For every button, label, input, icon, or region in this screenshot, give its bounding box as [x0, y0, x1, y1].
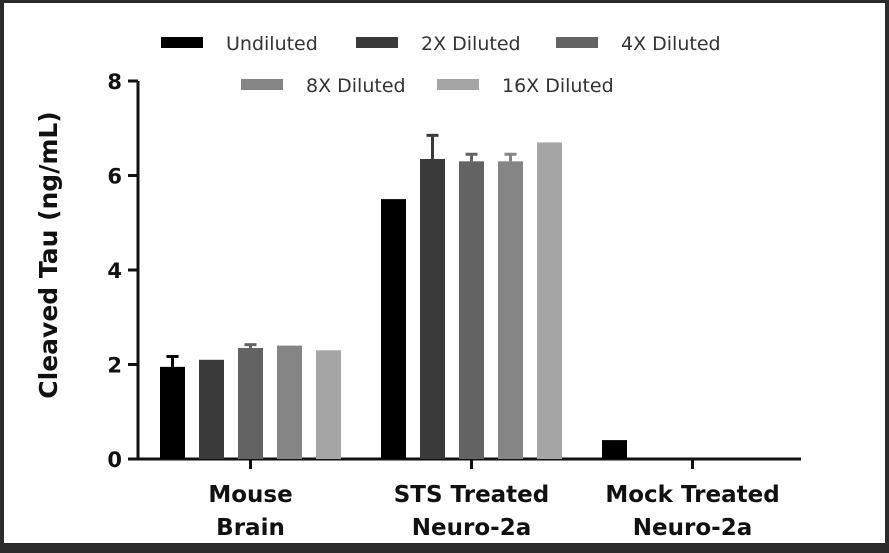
x-tick-label: Mouse: [208, 482, 292, 508]
legend-label: Undiluted: [226, 33, 318, 55]
y-axis: 0 2 4 6 8: [107, 70, 140, 472]
legend: Undiluted 2X Diluted 4X Diluted 8X Diluted 1…: [161, 33, 721, 97]
bar: [498, 161, 523, 459]
bar: [238, 347, 263, 459]
legend-swatch: [241, 79, 283, 90]
x-tick-label: Neuro-2a: [412, 515, 531, 541]
legend-swatch: [437, 79, 479, 90]
chart-panel: Undiluted 2X Diluted 4X Diluted 8X Diluted 1…: [4, 3, 885, 543]
legend-label: 8X Diluted: [306, 75, 406, 97]
bar: [537, 142, 562, 460]
y-tick-label: 2: [107, 354, 122, 378]
legend-swatch: [556, 37, 598, 48]
legend-swatch: [161, 37, 203, 48]
x-axis: Mouse Brain STS Treated Neuro-2a Mock Treate…: [138, 457, 801, 541]
bar: [420, 158, 445, 459]
legend-label: 16X Diluted: [502, 75, 614, 97]
x-tick-label: Neuro-2a: [633, 515, 752, 541]
legend-label: 2X Diluted: [421, 33, 521, 55]
legend-swatch: [356, 37, 398, 48]
y-tick-label: 8: [107, 70, 122, 94]
bar: [316, 350, 341, 459]
bar: [277, 345, 302, 459]
y-axis-label: Cleaved Tau (ng/mL): [34, 111, 63, 398]
bar: [160, 366, 185, 459]
x-tick-label: STS Treated: [394, 482, 550, 508]
bar: [459, 161, 484, 459]
bar: [381, 199, 406, 459]
x-tick-label: Mock Treated: [605, 482, 779, 508]
bar-chart: Undiluted 2X Diluted 4X Diluted 8X Diluted 1…: [34, 33, 801, 541]
bars: [160, 133, 627, 460]
y-tick-label: 4: [107, 259, 122, 283]
legend-label: 4X Diluted: [621, 33, 721, 55]
y-tick-label: 6: [107, 165, 122, 189]
bar: [602, 440, 627, 459]
bar: [199, 359, 224, 459]
y-tick-label: 0: [107, 448, 122, 472]
x-tick-label: Brain: [216, 515, 285, 541]
